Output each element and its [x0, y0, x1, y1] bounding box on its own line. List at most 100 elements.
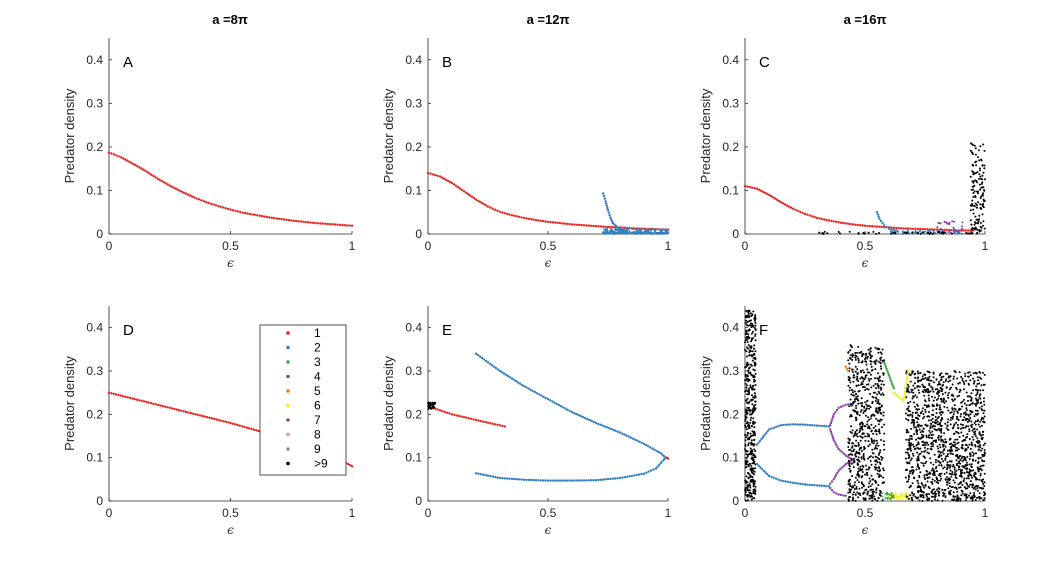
data-point: [747, 333, 750, 336]
data-point: [464, 191, 468, 194]
data-point: [982, 478, 985, 481]
data-point: [911, 411, 914, 414]
data-point: [928, 429, 931, 432]
data-point: [969, 492, 972, 495]
data-point: [749, 495, 752, 498]
data-point: [430, 407, 432, 410]
data-point: [894, 392, 897, 396]
legend-marker: [286, 345, 290, 350]
data-point: [945, 386, 948, 389]
data-point: [872, 478, 875, 481]
data-point: [880, 404, 883, 407]
data-point: [925, 425, 928, 428]
y-tick-label: 0.2: [405, 140, 422, 154]
data-point: [953, 498, 956, 501]
data-point: [636, 439, 639, 442]
data-point: [750, 464, 753, 467]
data-point: [956, 423, 959, 426]
data-point: [751, 430, 754, 433]
data-point: [163, 405, 167, 408]
data-point: [981, 436, 984, 439]
data-point: [876, 442, 879, 445]
data-point: [448, 412, 451, 415]
data-point: [835, 408, 839, 412]
data-point: [932, 471, 935, 474]
data-point: [968, 438, 971, 440]
data-point: [662, 228, 665, 231]
data-point: [754, 372, 757, 375]
data-point: [975, 402, 978, 405]
data-point: [564, 407, 567, 410]
data-point: [794, 208, 797, 211]
data-point: [862, 491, 865, 494]
data-point: [784, 480, 787, 483]
data-point: [858, 481, 860, 484]
data-point: [874, 481, 877, 484]
data-point: [867, 440, 870, 443]
data-point: [904, 493, 907, 496]
data-point: [931, 445, 934, 448]
data-point: [791, 481, 795, 484]
data-point: [562, 406, 565, 409]
data-point: [942, 381, 945, 384]
data-point: [934, 388, 937, 391]
data-point: [851, 485, 854, 488]
data-point: [978, 492, 981, 495]
data-point: [319, 222, 322, 225]
data-point: [628, 231, 631, 234]
data-point: [926, 232, 929, 234]
data-point: [597, 225, 600, 228]
data-point: [746, 420, 749, 423]
data-point: [117, 155, 120, 158]
data-point: [880, 426, 883, 429]
data-point: [752, 485, 755, 488]
data-point: [796, 423, 799, 426]
data-point: [931, 417, 934, 420]
data-point: [438, 409, 442, 412]
data-point: [912, 445, 915, 448]
data-point: [917, 376, 920, 379]
data-point: [969, 497, 972, 500]
data-point: [972, 171, 975, 174]
data-point: [482, 358, 486, 361]
legend-marker: [286, 461, 290, 466]
data-point: [852, 498, 854, 501]
data-point: [928, 415, 931, 418]
data-point: [929, 431, 932, 434]
data-point: [931, 437, 934, 440]
data-point: [348, 224, 351, 227]
data-point: [882, 476, 885, 479]
data-point: [854, 481, 856, 484]
data-point: [854, 410, 857, 413]
data-point: [908, 486, 911, 489]
data-point: [657, 228, 660, 231]
data-point: [880, 367, 883, 370]
data-point: [752, 357, 755, 360]
data-point: [857, 232, 860, 234]
data-point: [855, 439, 858, 442]
data-point: [859, 369, 862, 372]
data-point: [925, 469, 928, 472]
data-point: [921, 377, 924, 380]
data-point: [973, 380, 976, 383]
data-point: [156, 403, 160, 407]
data-point: [636, 229, 639, 232]
data-point: [963, 477, 966, 480]
data-point: [942, 445, 945, 448]
data-point: [796, 209, 799, 212]
data-point: [979, 167, 981, 170]
data-point: [872, 396, 875, 399]
data-point: [916, 227, 919, 231]
data-point: [911, 372, 914, 375]
data-point: [934, 416, 937, 418]
data-point: [751, 313, 754, 316]
data-point: [944, 445, 947, 448]
data-point: [744, 382, 747, 385]
data-point: [751, 450, 754, 453]
data-point: [853, 376, 856, 379]
data-point: [744, 418, 747, 421]
data-point: [953, 220, 956, 223]
data-point: [275, 217, 278, 220]
data-point: [967, 382, 970, 385]
